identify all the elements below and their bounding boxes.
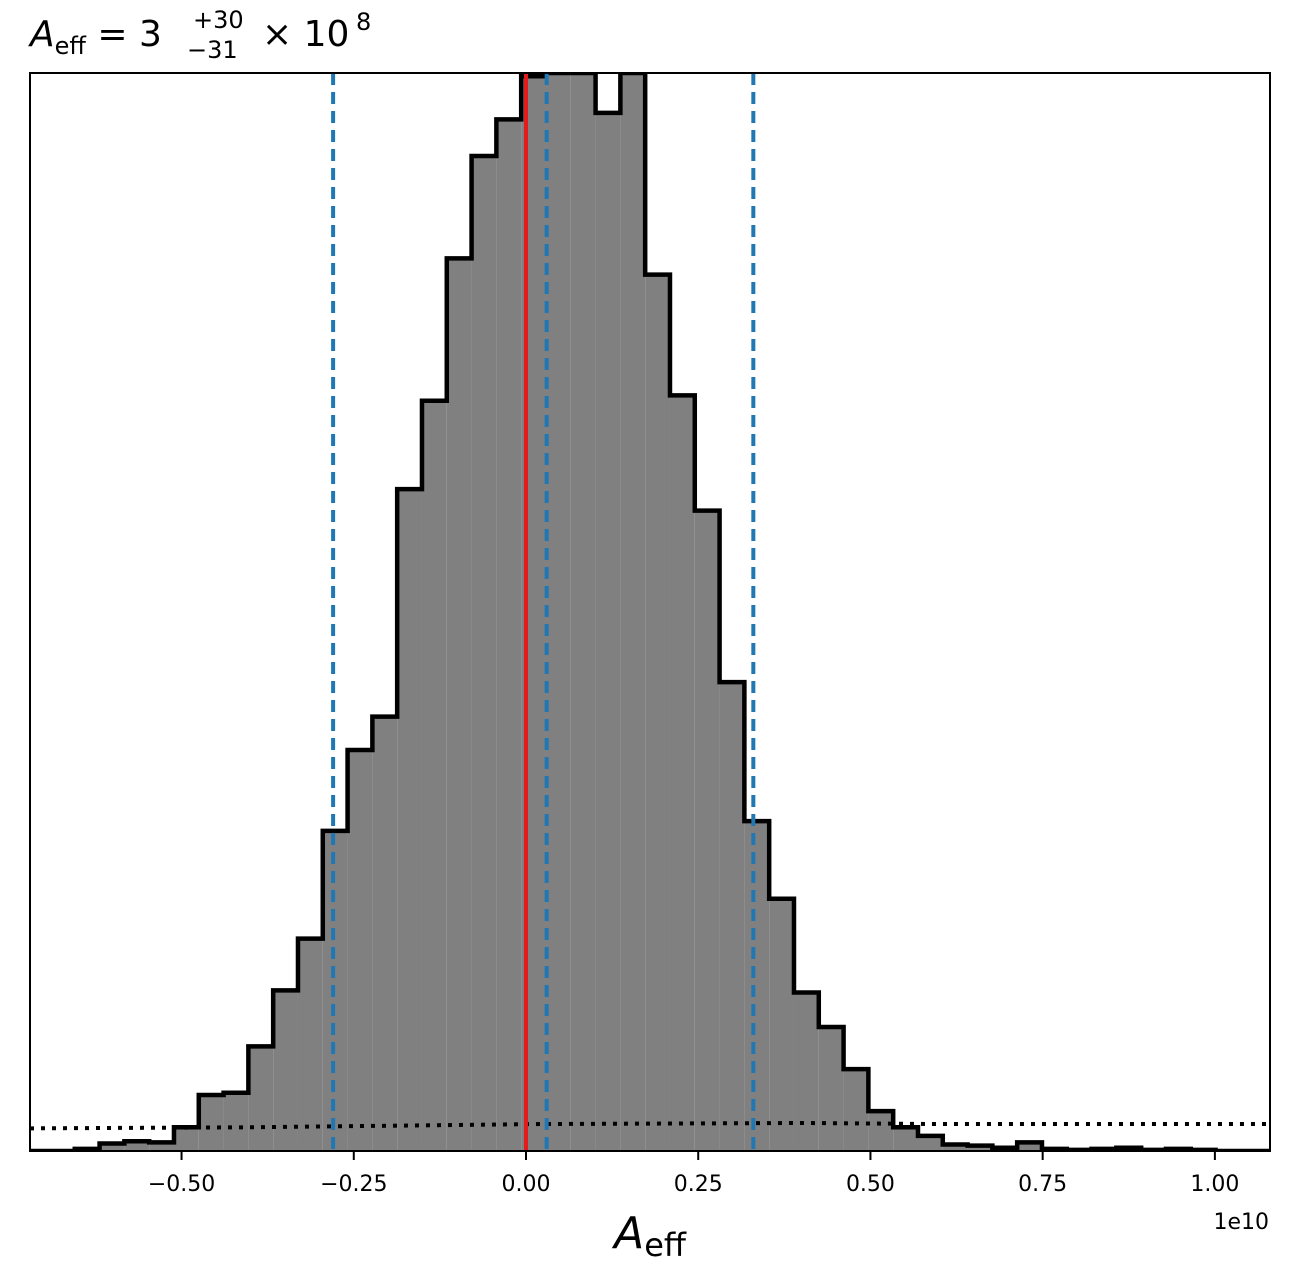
x-axis-label: Aeff bbox=[611, 1208, 687, 1264]
histogram-bar bbox=[223, 1092, 249, 1151]
histogram-bar bbox=[942, 1144, 968, 1151]
histogram-bar bbox=[595, 112, 621, 1151]
x-axis-label-subscript: eff bbox=[644, 1226, 687, 1264]
title-multiplier: × 10 bbox=[262, 14, 349, 55]
chart-title-text: Aeff = 3 bbox=[28, 14, 162, 60]
x-tick-label: −0.25 bbox=[320, 1172, 387, 1197]
histogram-bar bbox=[273, 990, 298, 1151]
histogram-bar bbox=[297, 938, 323, 1151]
x-tick-label: 0.00 bbox=[502, 1172, 551, 1197]
x-tick-label: 0.50 bbox=[846, 1172, 895, 1197]
histogram-bar bbox=[397, 489, 422, 1151]
title-multiplier-text: × 10 bbox=[262, 14, 349, 55]
histogram-bar bbox=[620, 73, 646, 1151]
histogram-bar bbox=[1017, 1142, 1042, 1151]
x-tick-label: −0.50 bbox=[148, 1172, 215, 1197]
histogram-bar bbox=[719, 682, 745, 1151]
x-axis: −0.50 −0.25 0.00 0.25 0.50 0.75 1.00 bbox=[148, 1151, 1239, 1197]
histogram-bar bbox=[446, 258, 472, 1151]
histogram-bar bbox=[645, 274, 670, 1151]
title-exponent: 8 bbox=[356, 8, 371, 36]
prior-dotted-line bbox=[30, 1120, 1270, 1131]
title-symbol-subscript: eff bbox=[55, 32, 87, 60]
histogram-bar bbox=[496, 119, 522, 1151]
histogram-bar bbox=[248, 1046, 274, 1151]
histogram-step-outline bbox=[30, 73, 1270, 1151]
histogram-bar bbox=[198, 1094, 224, 1151]
histogram-bar bbox=[99, 1143, 125, 1151]
histogram-bar bbox=[421, 400, 447, 1151]
histogram-bar bbox=[917, 1135, 943, 1151]
plot-content bbox=[30, 73, 1270, 1151]
histogram-bar bbox=[322, 830, 348, 1151]
x-axis-label-symbol: A bbox=[611, 1208, 644, 1259]
histogram-bar bbox=[967, 1145, 993, 1151]
histogram-bar bbox=[818, 1027, 844, 1151]
histogram-bar bbox=[793, 992, 819, 1151]
histogram-bar bbox=[669, 395, 695, 1151]
plot-frame bbox=[29, 72, 1271, 1152]
x-tick-label: 0.25 bbox=[674, 1172, 723, 1197]
histogram-bar bbox=[347, 749, 373, 1151]
histogram-bar bbox=[149, 1142, 174, 1151]
histogram-bar bbox=[843, 1069, 869, 1151]
plot-area bbox=[29, 72, 1271, 1152]
x-axis-offset-label: 1e10 bbox=[1213, 1210, 1269, 1235]
title-symbol: A bbox=[28, 14, 55, 55]
histogram-bar bbox=[744, 821, 770, 1151]
histogram-bar bbox=[868, 1111, 894, 1151]
histogram-bar bbox=[769, 898, 794, 1151]
histogram-bar bbox=[124, 1141, 150, 1151]
histogram-bar bbox=[893, 1127, 918, 1151]
histogram-bar bbox=[173, 1127, 199, 1151]
histogram-bar bbox=[372, 716, 398, 1151]
x-tick-label: 1.00 bbox=[1190, 1172, 1239, 1197]
histogram-bar bbox=[694, 510, 720, 1151]
histogram-bar bbox=[471, 156, 497, 1151]
title-value: = 3 bbox=[86, 14, 162, 55]
histogram-bar bbox=[570, 73, 596, 1151]
title-upper-error: +30 bbox=[193, 6, 244, 34]
chart-title: Aeff = 3 +30 −31 × 10 8 bbox=[28, 6, 371, 64]
title-lower-error: −31 bbox=[187, 36, 238, 64]
histogram-bar bbox=[545, 73, 571, 1151]
x-tick-label: 0.75 bbox=[1018, 1172, 1067, 1197]
